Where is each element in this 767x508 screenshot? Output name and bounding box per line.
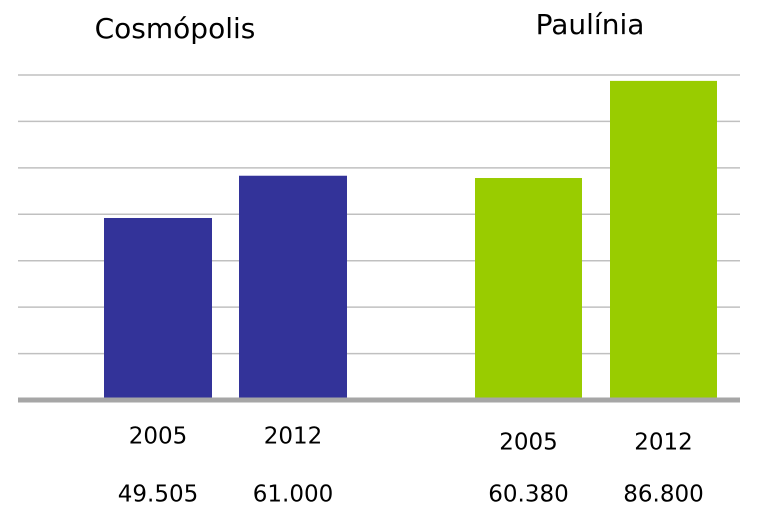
- group-title: Paulínia: [536, 8, 645, 41]
- value-label: 49.505: [118, 482, 198, 508]
- group-title: Cosmópolis: [95, 12, 256, 45]
- value-label: 60.380: [488, 482, 568, 508]
- bar: [104, 217, 212, 400]
- value-label: 61.000: [253, 482, 333, 508]
- bar: [239, 175, 347, 400]
- x-tick-label: 2012: [634, 430, 693, 456]
- x-tick-label: 2005: [499, 430, 558, 456]
- x-tick-label: 2005: [129, 424, 188, 450]
- bar: [475, 178, 582, 400]
- value-label: 86.800: [623, 482, 703, 508]
- bar: [610, 80, 717, 400]
- x-tick-label: 2012: [264, 424, 323, 450]
